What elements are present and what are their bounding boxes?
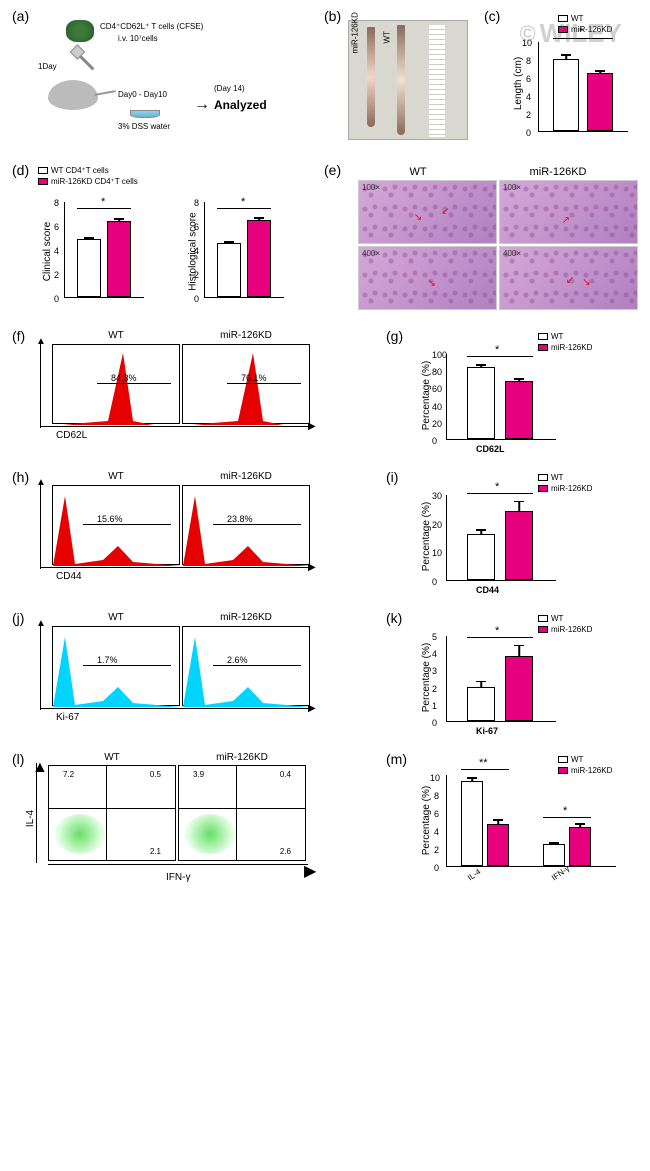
histo-kd-400: 400×↙↘ <box>499 246 638 310</box>
panel-d-chart1: * Clinical score 0 2 4 6 8 <box>38 192 158 312</box>
bar-kd-d2 <box>247 220 271 297</box>
histo-wt-400: 400×↘ <box>358 246 497 310</box>
legend-m: WT miR-126KD <box>558 755 612 775</box>
label-b: (b) <box>324 8 341 24</box>
label-a: (a) <box>12 8 29 24</box>
intestine-kd <box>367 27 375 127</box>
y-label-c: Length (cm) <box>513 57 524 110</box>
bar-kd-d1 <box>107 221 131 297</box>
analyzed-day: (Day 14) <box>214 84 245 93</box>
axis-m: ** * <box>446 775 616 867</box>
row-panel_h: (h) Event (% of max) ▲ WT 15.6% miR-126K… <box>8 469 642 604</box>
x-label-l: IFN-γ <box>166 872 190 883</box>
analyzed-text: Analyzed <box>214 98 267 112</box>
label-e: (e) <box>324 162 341 178</box>
panel-b-photo: miR-126KD WT <box>348 20 468 140</box>
bar-kd <box>587 73 613 131</box>
row-panel_f: (f) Event (% of max) ▲ WT 84.3% miR-126K… <box>8 328 642 463</box>
arrow-icon: → <box>194 96 210 114</box>
y-label-m: Percentage (%) <box>421 786 432 855</box>
col-kd: miR-126KD <box>530 166 587 178</box>
bar-m2-kd <box>569 827 591 866</box>
dish-icon <box>130 110 160 118</box>
bar-wt <box>553 59 579 131</box>
figure-root: WILEY (a) CD4⁺CD62L⁺ T cells (CFSE) i.v.… <box>8 8 642 891</box>
bar-wt-d1 <box>77 239 101 297</box>
cell-cluster <box>66 20 94 42</box>
label-d: (d) <box>12 162 29 178</box>
col-wt: WT <box>410 166 427 178</box>
cell-label: CD4⁺CD62L⁺ T cells (CFSE) <box>100 22 203 31</box>
panel-d-chart2: * Histological score 0 2 4 6 8 <box>178 192 298 312</box>
panel-e: WT miR-126KD 100×↘↙ 100×↗ 400×↘ 400×↙↘ <box>358 166 638 310</box>
label-l: (l) <box>12 751 24 767</box>
scatter-kd: miR-126KD 3.9 0.4 2.6 <box>178 765 306 861</box>
sig-d2: * <box>241 196 245 208</box>
bar-wt-d2 <box>217 243 241 297</box>
bar-m1-wt <box>461 781 483 866</box>
dss-text: 3% DSS water <box>118 122 170 131</box>
histo-wt-100: 100×↘↙ <box>358 180 497 244</box>
panel-a-diagram: CD4⁺CD62L⁺ T cells (CFSE) i.v. 10⁷cells … <box>38 20 298 150</box>
mouse-icon <box>48 80 98 110</box>
label-m: (m) <box>386 751 407 767</box>
scatter-wt: WT 7.2 0.5 2.1 <box>48 765 176 861</box>
label-c: (c) <box>484 8 500 24</box>
legend-d-kd: miR-126KD CD4⁺T cells <box>38 177 138 186</box>
syringe-icon <box>75 51 95 71</box>
day-range: Day0 - Day10 <box>118 90 167 99</box>
histo-kd-100: 100×↗ <box>499 180 638 244</box>
legend-d-wt: WT CD4⁺T cells <box>38 166 138 175</box>
bone-wt-label: WT <box>383 31 392 43</box>
y-label-d1: Clinical score <box>42 222 53 281</box>
watermark: WILEY <box>519 18 622 49</box>
bar-m1-kd <box>487 824 509 866</box>
ruler <box>429 25 445 137</box>
axis: * <box>538 42 628 132</box>
legend-d: WT CD4⁺T cells miR-126KD CD4⁺T cells <box>38 166 138 186</box>
sig-d1: * <box>101 196 105 208</box>
y-label-l: IL-4 <box>25 810 36 827</box>
panel-m-chart: WT miR-126KD ** * Percentage (%) 0 2 4 6… <box>416 757 636 887</box>
bone-kd-label: miR-126KD <box>351 12 360 53</box>
intestine-wt <box>397 25 405 135</box>
injection-text: i.v. 10⁷cells <box>118 34 158 43</box>
row-panel_j: (j) Event (% of max) ▲ WT 1.7% miR-126KD… <box>8 610 642 745</box>
bar-m2-wt <box>543 844 565 866</box>
time-label: 1Day <box>38 62 57 71</box>
watermark-text: WILEY <box>540 18 622 49</box>
panel-l: IL-4 WT 7.2 0.5 2.1 miR-126KD 3.9 <box>48 765 328 875</box>
